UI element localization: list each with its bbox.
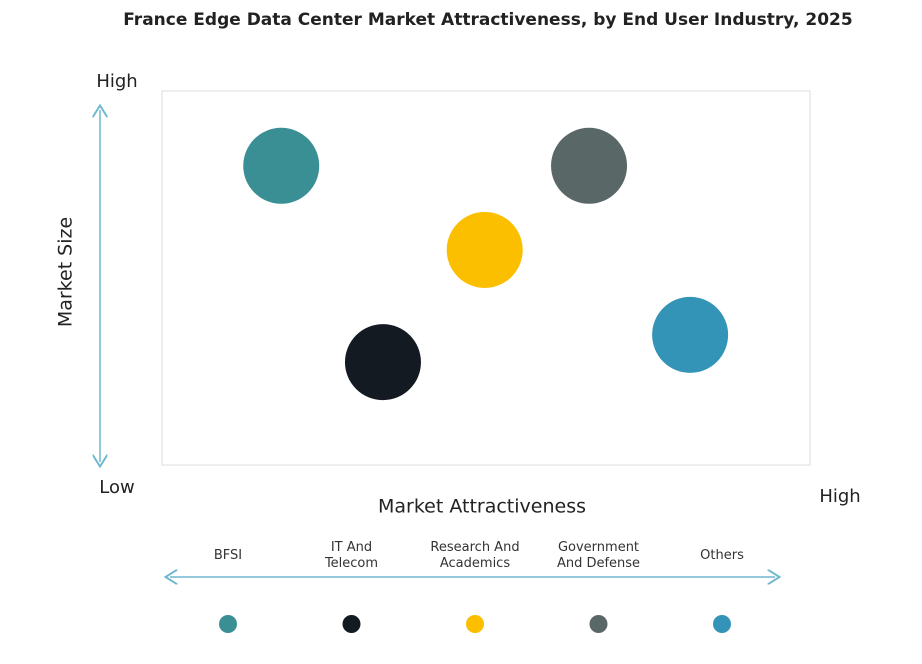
- y-tick-label: Low: [99, 477, 134, 498]
- x-axis-title: Market Attractiveness: [378, 496, 586, 518]
- legend-label: BFSI: [213, 548, 243, 563]
- legend-swatch: [713, 615, 731, 633]
- bubble: [551, 127, 628, 204]
- bubble: [652, 296, 729, 373]
- legend-label: Research And Academics: [430, 540, 520, 571]
- legend-swatch: [219, 615, 237, 633]
- bubble: [243, 127, 320, 204]
- x-tick-label: High: [819, 486, 860, 507]
- legend-swatch: [342, 615, 361, 633]
- plot-frame: [161, 90, 811, 466]
- chart-title: France Edge Data Center Market Attractiv…: [123, 10, 852, 30]
- bubble: [344, 324, 421, 401]
- legend-label: IT And Telecom: [324, 540, 379, 571]
- legend-label: Others: [700, 548, 744, 563]
- bubble: [446, 211, 523, 288]
- legend-swatch: [466, 615, 484, 633]
- y-tick-label: High: [96, 71, 137, 92]
- legend-swatch: [589, 615, 608, 633]
- legend-label: Government And Defense: [556, 540, 641, 571]
- y-axis-title: Market Size: [55, 217, 77, 327]
